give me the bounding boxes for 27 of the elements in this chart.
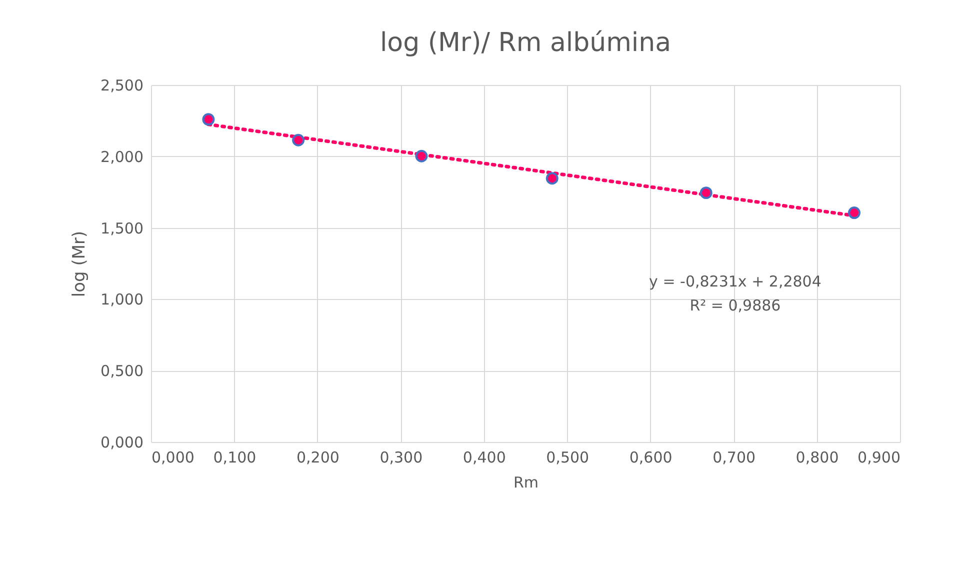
x-tick-label: 0,000 — [152, 448, 194, 466]
point — [546, 172, 558, 185]
x-axis-title: Rm — [513, 474, 539, 492]
y-axis-title: log (Mr) — [70, 230, 90, 298]
annotation: y = -0,8231x + 2,2804 — [649, 272, 822, 290]
y-tick-label: 1,000 — [100, 290, 144, 309]
point — [848, 206, 860, 220]
x-tick-label: 0,300 — [380, 448, 423, 466]
x-tick-label: 0,600 — [629, 448, 672, 466]
y-tick-label: 2,500 — [100, 76, 144, 94]
y-tick-label: 2,000 — [100, 148, 144, 166]
y-tick-label: 0,500 — [100, 362, 144, 380]
x-tick-label: 0,200 — [296, 448, 340, 466]
point — [700, 186, 712, 200]
annotation: R² = 0,9886 — [690, 296, 781, 314]
point — [202, 113, 215, 126]
x-tick-label: 0,500 — [546, 448, 590, 466]
x-tick-label: 0,900 — [858, 448, 900, 466]
y-tick-label: 0,000 — [100, 434, 144, 452]
y-tick-label: 1,500 — [100, 219, 144, 238]
x-tick-label: 0,700 — [712, 448, 756, 466]
x-tick-label: 0,800 — [796, 448, 839, 466]
point — [292, 134, 305, 146]
chart-title: log (Mr)/ Rm albúmina — [380, 28, 672, 58]
x-tick-label: 0,100 — [213, 448, 256, 466]
point — [415, 150, 428, 162]
x-tick-label: 0,400 — [462, 448, 506, 466]
